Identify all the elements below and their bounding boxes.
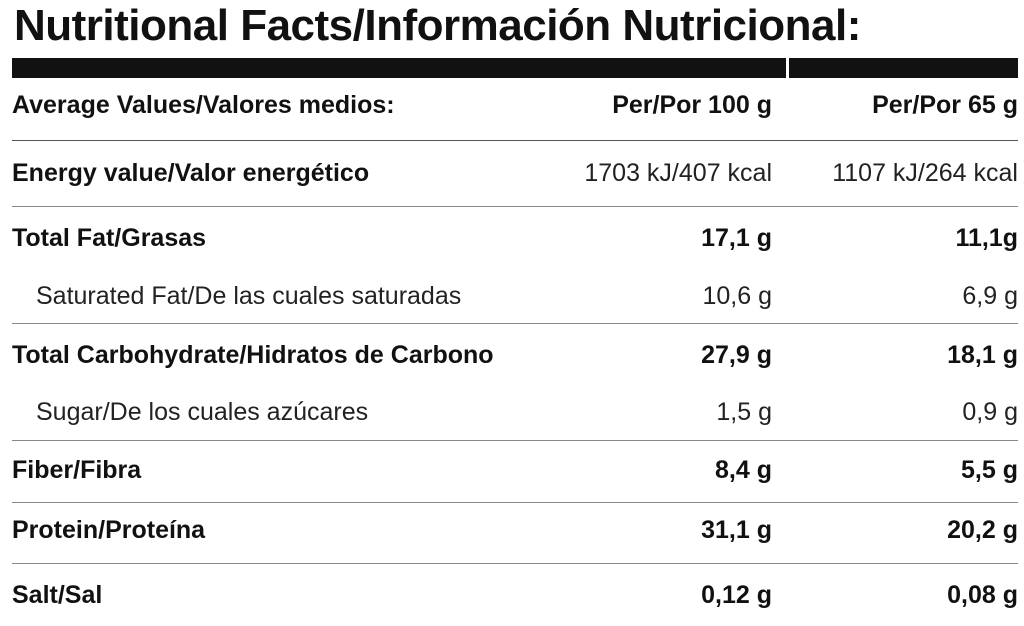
row-label: Total Carbohydrate/Hidratos de Carbono	[12, 341, 494, 369]
header-col-65g: Per/Por 65 g	[872, 91, 1018, 119]
row-label: Salt/Sal	[12, 581, 103, 609]
row-label: Sugar/De los cuales azúcares	[36, 398, 369, 426]
row-value-65g: 6,9 g	[962, 282, 1018, 310]
row-value-65g: 18,1 g	[947, 341, 1018, 369]
row-divider	[12, 323, 1018, 324]
row-divider	[12, 440, 1018, 441]
header-col-100g: Per/Por 100 g	[612, 91, 772, 119]
row-divider	[12, 140, 1018, 141]
row-value-65g: 20,2 g	[947, 516, 1018, 544]
row-label: Protein/Proteína	[12, 516, 206, 544]
row-value-65g: 0,9 g	[962, 398, 1018, 426]
header-label: Average Values/Valores medios:	[12, 91, 395, 119]
row-value-65g: 0,08 g	[947, 581, 1018, 609]
row-value-65g: 1107 kJ/264 kcal	[832, 159, 1018, 187]
row-divider	[12, 206, 1018, 207]
row-label: Saturated Fat/De las cuales saturadas	[36, 282, 462, 310]
row-label: Total Fat/Grasas	[12, 224, 207, 252]
row-value-65g: 5,5 g	[961, 456, 1018, 484]
page-title: Nutritional Facts/Información Nutriciona…	[14, 1, 861, 50]
row-value-100g: 17,1 g	[701, 224, 772, 252]
row-value-100g: 10,6 g	[702, 282, 772, 310]
row-divider	[12, 502, 1018, 503]
header-divider-bar	[12, 58, 1018, 78]
row-divider	[12, 563, 1018, 564]
row-label: Energy value/Valor energético	[12, 159, 370, 187]
row-label: Fiber/Fibra	[12, 456, 142, 484]
row-value-100g: 27,9 g	[701, 341, 772, 369]
row-value-65g: 11,1g	[955, 224, 1018, 252]
row-value-100g: 31,1 g	[701, 516, 772, 544]
row-value-100g: 1703 kJ/407 kcal	[584, 159, 772, 187]
row-value-100g: 0,12 g	[701, 581, 772, 609]
row-value-100g: 1,5 g	[716, 398, 772, 426]
row-value-100g: 8,4 g	[715, 456, 772, 484]
